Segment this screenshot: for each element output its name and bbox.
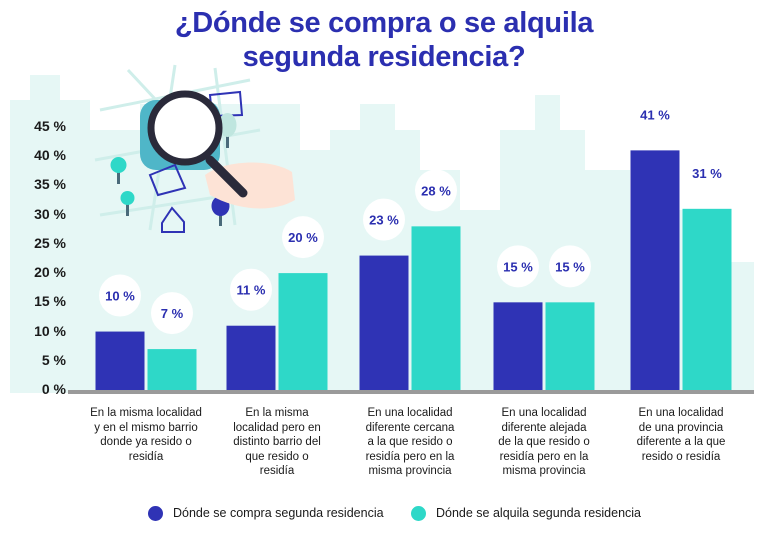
category-label-line: y en el mismo barrio (94, 421, 198, 434)
category-label-line: distinto barrio del (233, 436, 321, 448)
data-label: 31 % (686, 151, 728, 194)
data-label-text: 20 % (288, 230, 318, 245)
y-tick-label: 35 % (34, 176, 66, 193)
category-label-line: diferente a la que (636, 436, 726, 448)
y-tick-label: 15 % (34, 293, 66, 310)
data-label-text: 15 % (555, 259, 585, 274)
data-label-text: 15 % (503, 259, 533, 274)
category-label-line: En una localidad (638, 407, 724, 419)
data-label-bubble (151, 292, 193, 335)
data-label-text: 10 % (105, 289, 135, 304)
data-label: 41 % (634, 93, 676, 136)
data-label: 10 % (99, 274, 141, 317)
category-label-line: En una localidad (367, 407, 453, 419)
category-label: En la misma localidad y en el mismo barri… (86, 406, 206, 464)
data-label-bubble (497, 245, 539, 288)
bar-alquila-5 (682, 208, 732, 390)
category-label-line: donde ya resido o (100, 436, 192, 448)
bar-compra-4 (493, 302, 543, 390)
legend-item-compra: Dónde se compra segunda residencia (148, 503, 384, 523)
data-label-text: 28 % (421, 183, 451, 198)
data-label-bubble (686, 151, 728, 194)
category-label: En la misma localidad pero en distinto bar… (217, 406, 337, 479)
category-label-line: misma provincia (368, 465, 452, 477)
category-label-line: a la que resido o (367, 436, 453, 448)
y-tick-label: 30 % (34, 205, 66, 222)
y-tick-label: 25 % (34, 234, 66, 251)
data-label: 11 % (230, 268, 272, 311)
bar-alquila-4 (545, 302, 595, 390)
category-label-line: de una provincia (638, 421, 724, 434)
bar-compra-3 (359, 255, 409, 390)
y-tick-label: 5 % (41, 351, 66, 368)
category-label-line: En la misma (245, 407, 309, 419)
category-label: En una localidad de una provincia diferent… (621, 406, 741, 464)
category-label-line: residía pero en la (499, 450, 589, 463)
y-tick-label: 0 % (41, 381, 66, 397)
category-label-line: misma provincia (502, 465, 586, 477)
category-label-line: que resido o (245, 450, 309, 463)
x-axis-line (68, 390, 754, 394)
category-label-line: residía (128, 450, 164, 463)
data-label-bubble (282, 216, 324, 259)
map-magnifier-illustration (94, 64, 295, 233)
category-label-line: En la misma localidad (90, 407, 202, 419)
data-label: 15 % (497, 245, 539, 288)
tree-icon (120, 191, 135, 216)
data-label: 7 % (151, 292, 193, 335)
data-label: 23 % (363, 198, 405, 241)
legend-item-alquila: Dónde se alquila segunda residencia (411, 503, 641, 523)
data-label-text: 41 % (640, 107, 670, 122)
category-label-line: En una localidad (501, 407, 587, 419)
y-tick-label: 40 % (34, 147, 66, 164)
chart-title-line-1: ¿Dónde se compra o se alquila (174, 7, 594, 39)
bar-compra-1 (95, 331, 145, 390)
category-label-line: residía (259, 465, 295, 477)
data-label-bubble (549, 245, 591, 288)
data-label-bubble (634, 93, 676, 136)
category-label-line: de la que resido o (498, 436, 590, 448)
data-label-bubble (363, 198, 405, 241)
bar-compra-5 (630, 150, 680, 390)
category-label-line: resido o residía (641, 450, 721, 463)
category-label-line: diferente alejada (501, 421, 587, 434)
y-tick-label: 10 % (34, 322, 66, 339)
data-label-text: 31 % (692, 166, 722, 181)
category-label: En una localidad diferente alejada de la q… (484, 406, 604, 479)
data-label-text: 7 % (161, 306, 184, 321)
y-tick-label: 20 % (34, 264, 66, 281)
data-label-bubble (99, 274, 141, 317)
data-label-bubble (230, 268, 272, 311)
chart-title-line-2: segunda residencia? (242, 41, 526, 73)
bar-alquila-3 (411, 226, 461, 390)
legend-label: Dónde se compra segunda residencia (173, 506, 384, 520)
data-label-text: 11 % (237, 283, 266, 298)
legend-swatch (148, 505, 163, 521)
data-label: 15 % (549, 245, 591, 288)
category-label-line: residía pero en la (365, 450, 455, 463)
legend-swatch (411, 505, 426, 521)
data-label: 20 % (282, 216, 324, 259)
bar-compra-2 (226, 325, 276, 390)
category-label: En una localidad diferente cercana a la qu… (350, 406, 470, 479)
y-tick-label: 45 % (34, 118, 66, 134)
tree-icon (218, 113, 237, 148)
legend-label: Dónde se alquila segunda residencia (436, 506, 642, 520)
bar-alquila-2 (278, 273, 328, 390)
magnifier-icon (147, 90, 295, 209)
data-label-text: 23 % (369, 213, 399, 228)
category-label-line: diferente cercana (365, 421, 455, 434)
bar-alquila-1 (147, 349, 197, 390)
tree-icon (110, 157, 127, 184)
category-label-line: localidad pero en (233, 421, 321, 434)
data-label-bubble (415, 169, 457, 212)
data-label: 28 % (415, 169, 457, 212)
